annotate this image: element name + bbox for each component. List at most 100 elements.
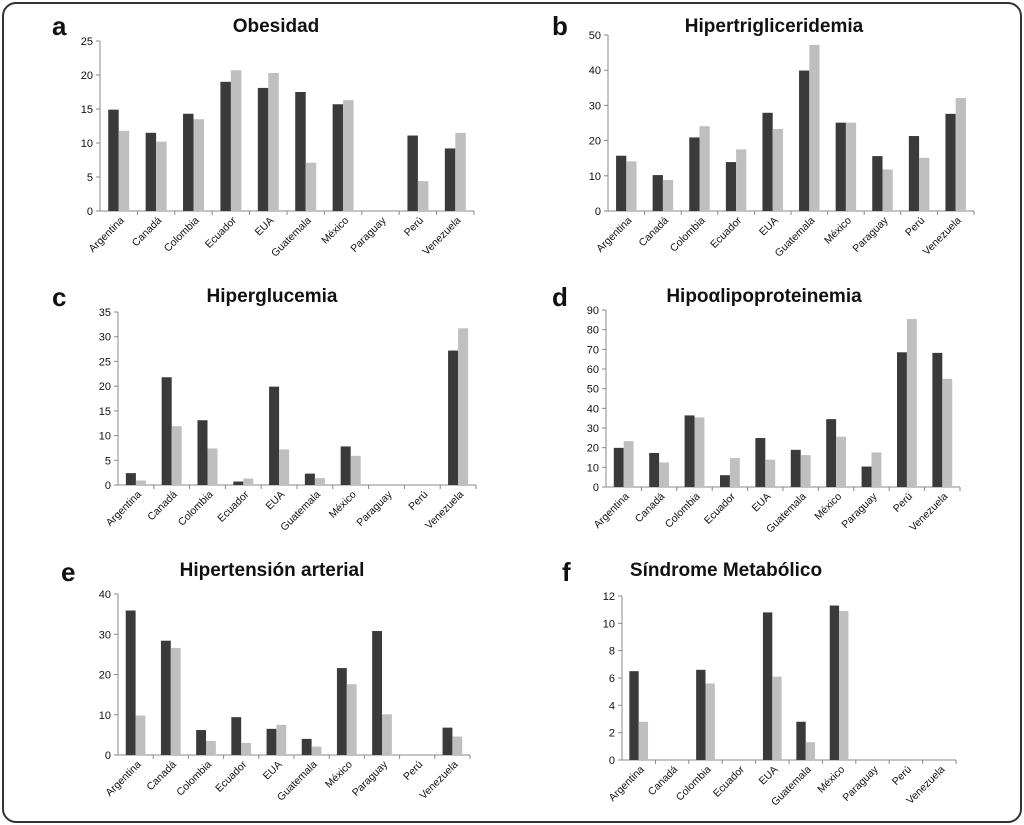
x-category-label: Perú	[401, 759, 425, 783]
x-category-label: Guatemala	[773, 215, 818, 260]
y-tick-label: 10	[99, 431, 111, 443]
x-category-label: Colombia	[176, 489, 216, 529]
x-category-label: Paraguay	[840, 763, 881, 804]
bar-series2-ecuador	[729, 458, 740, 487]
bar-series2-canadá	[156, 141, 167, 211]
bar-series1-argentina	[108, 109, 119, 211]
y-tick-label: 70	[587, 344, 599, 356]
x-category-label: Ecuador	[203, 214, 239, 250]
bar-series2-eua	[772, 676, 782, 760]
x-category-label: Colombia	[674, 764, 714, 804]
y-tick-label: 40	[589, 65, 601, 77]
y-tick-label: 4	[609, 700, 615, 712]
bar-series2-guatemala	[314, 478, 325, 485]
y-tick-label: 90	[587, 305, 599, 317]
bar-series1-colombia	[689, 137, 700, 211]
y-tick-label: 30	[99, 332, 111, 344]
bar-series2-eua	[772, 128, 783, 211]
x-category-label: Paraguay	[348, 214, 389, 255]
x-category-label: Argentina	[103, 759, 143, 799]
chart-title: Hiperglucemia	[207, 286, 338, 307]
x-category-label: Colombia	[663, 491, 703, 531]
bar-series1-canadá	[652, 175, 663, 211]
bar-series1-colombia	[696, 669, 706, 760]
chart-panel-b: b Hipertrigliceridemia 0 10 20 30 40 50 Argentin…	[552, 11, 975, 260]
y-tick-label: 20	[589, 136, 601, 148]
x-category-label: Paraguay	[350, 758, 391, 799]
bar-series2-colombia	[207, 448, 218, 485]
y-tick-label: 12	[603, 591, 615, 603]
bar-series1-ecuador	[233, 481, 244, 485]
bar-series1-venezuela	[945, 113, 956, 211]
bar-series2-colombia	[193, 119, 204, 211]
bar-series1-paraguay	[861, 466, 872, 487]
y-tick-label: 5	[87, 172, 93, 184]
y-tick-label: 0	[593, 482, 599, 494]
bar-series1-argentina	[613, 447, 624, 487]
y-tick-label: 5	[105, 455, 111, 467]
y-tick-label: 0	[105, 480, 111, 492]
chart-panel-d: d Hipoαlipoproteinemia 0 10 20 30 40 50 60 70 80 90…	[552, 282, 961, 535]
bar-series1-eua	[762, 612, 773, 760]
y-tick-label: 8	[609, 646, 615, 658]
x-category-label: EUA	[263, 489, 287, 513]
chart-title: Síndrome Metabólico	[630, 560, 822, 581]
bar-series2-méxico	[836, 436, 847, 487]
x-category-label: Paraguay	[354, 488, 395, 529]
bar-series1-méxico	[835, 122, 846, 211]
bar-series1-méxico	[829, 605, 840, 760]
bar-series1-ecuador	[725, 162, 737, 211]
bar-series2-paraguay	[882, 169, 893, 211]
bar-series1-paraguay	[372, 631, 382, 755]
bar-series2-méxico	[845, 122, 857, 211]
chart-title: Obesidad	[233, 16, 320, 37]
x-category-label: Canadá	[130, 215, 165, 250]
bar-series2-eua	[279, 449, 290, 485]
x-category-label: Canadá	[637, 215, 672, 250]
x-category-label: EUA	[757, 764, 781, 788]
bar-series1-guatemala	[301, 738, 312, 755]
bar-series2-eua	[765, 459, 776, 487]
x-category-label: Perú	[406, 489, 430, 513]
x-category-label: Guatemala	[269, 215, 314, 260]
bar-series1-argentina	[125, 473, 136, 485]
bar-series1-argentina	[125, 610, 136, 755]
panel-letter: d	[552, 282, 568, 312]
bar-series1-méxico	[332, 104, 344, 211]
bar-series1-guatemala	[295, 92, 306, 211]
x-category-label: Perú	[903, 215, 927, 239]
bar-series1-canadá	[160, 640, 171, 755]
bar-series1-colombia	[197, 420, 208, 485]
x-category-label: Colombia	[668, 215, 708, 255]
bar-series1-ecuador	[231, 717, 242, 755]
x-category-label: Ecuador	[215, 488, 251, 524]
bar-series1-ecuador	[220, 81, 231, 211]
x-category-label: Colombia	[162, 215, 202, 255]
x-category-label: Venezuela	[420, 215, 463, 258]
y-tick-label: 2	[609, 728, 615, 740]
panel-letter: c	[52, 282, 66, 312]
bar-series2-venezuela	[955, 98, 966, 211]
x-category-label: Venezuela	[423, 489, 466, 532]
x-category-label: Perú	[891, 491, 915, 515]
bar-series1-eua	[269, 386, 280, 485]
bar-series1-eua	[257, 87, 269, 211]
x-category-label: Argentina	[607, 764, 647, 804]
bar-series2-méxico	[350, 455, 361, 485]
y-tick-label: 10	[589, 171, 601, 183]
x-category-label: Canadá	[144, 759, 179, 794]
bar-series1-eua	[755, 438, 766, 487]
x-category-label: Colombia	[174, 759, 214, 799]
bar-series2-méxico	[343, 100, 354, 211]
chart-title: Hipertrigliceridemia	[685, 16, 864, 37]
x-category-label: EUA	[253, 215, 277, 239]
bar-series2-argentina	[638, 721, 649, 760]
bar-series2-canadá	[662, 180, 674, 211]
y-tick-label: 30	[587, 423, 599, 435]
x-category-label: Perú	[890, 764, 914, 788]
x-category-label: Ecuador	[213, 758, 249, 794]
bar-series1-méxico	[826, 419, 837, 487]
x-category-label: Ecuador	[708, 214, 744, 250]
bar-series2-guatemala	[305, 162, 317, 211]
bar-series1-venezuela	[932, 352, 943, 487]
